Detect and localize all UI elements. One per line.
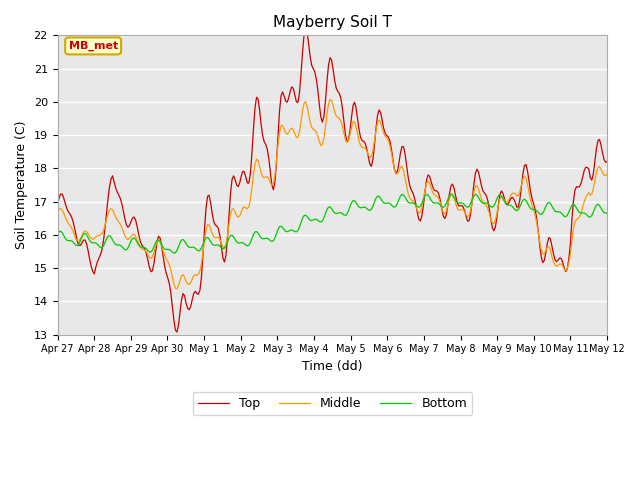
- X-axis label: Time (dd): Time (dd): [302, 360, 363, 373]
- Bottom: [296, 225, 303, 230]
- Line: Middle: Middle: [58, 99, 607, 289]
- Top: [173, 329, 180, 335]
- Top: [576, 184, 584, 190]
- Bottom: [54, 232, 61, 238]
- Bottom: [246, 240, 254, 245]
- Bottom: [604, 210, 611, 216]
- Middle: [54, 209, 61, 215]
- Line: Bottom: Bottom: [58, 194, 607, 253]
- Bottom: [121, 247, 129, 252]
- Legend: Top, Middle, Bottom: Top, Middle, Bottom: [193, 392, 472, 415]
- Top: [301, 25, 309, 31]
- Bottom: [219, 246, 227, 252]
- Top: [54, 202, 61, 208]
- Top: [604, 159, 611, 165]
- Middle: [576, 214, 584, 220]
- Bottom: [170, 250, 178, 256]
- Top: [219, 255, 227, 261]
- Middle: [173, 286, 180, 292]
- Bottom: [576, 210, 584, 216]
- Middle: [604, 171, 611, 177]
- Middle: [296, 129, 303, 135]
- Y-axis label: Soil Temperature (C): Soil Temperature (C): [15, 120, 28, 249]
- Top: [237, 173, 245, 179]
- Line: Top: Top: [58, 28, 607, 332]
- Top: [121, 216, 129, 222]
- Top: [246, 170, 254, 176]
- Middle: [219, 244, 227, 250]
- Middle: [237, 209, 245, 215]
- Text: MB_met: MB_met: [68, 41, 118, 51]
- Title: Mayberry Soil T: Mayberry Soil T: [273, 15, 392, 30]
- Top: [296, 90, 303, 96]
- Bottom: [472, 192, 479, 197]
- Bottom: [237, 240, 245, 246]
- Middle: [246, 196, 254, 202]
- Middle: [121, 233, 129, 239]
- Middle: [326, 96, 334, 102]
